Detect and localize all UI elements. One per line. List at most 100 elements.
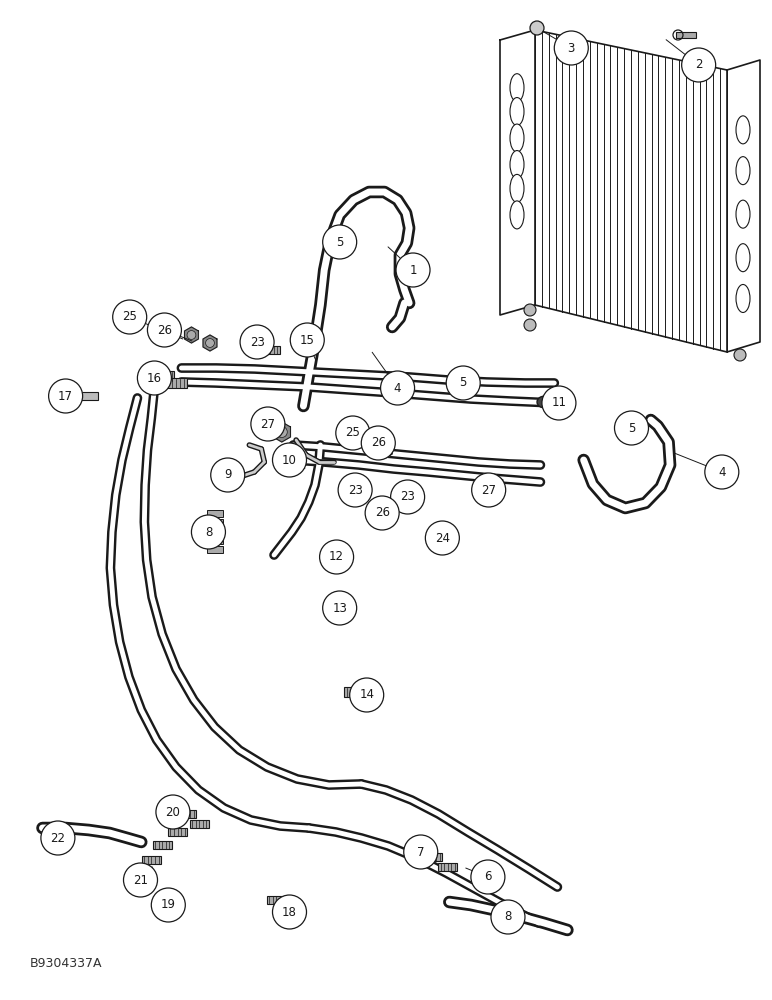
Circle shape — [682, 48, 716, 82]
FancyBboxPatch shape — [327, 553, 346, 561]
Circle shape — [524, 319, 536, 331]
Polygon shape — [381, 511, 394, 525]
Polygon shape — [273, 422, 290, 442]
Circle shape — [530, 21, 544, 35]
FancyBboxPatch shape — [178, 810, 196, 818]
Text: 26: 26 — [371, 436, 386, 450]
Circle shape — [205, 339, 215, 347]
Circle shape — [524, 304, 536, 316]
Circle shape — [41, 821, 75, 855]
Ellipse shape — [736, 244, 750, 272]
FancyBboxPatch shape — [207, 528, 222, 535]
FancyBboxPatch shape — [207, 519, 222, 526]
Text: 16: 16 — [147, 371, 162, 384]
Circle shape — [361, 426, 395, 460]
Circle shape — [323, 225, 357, 259]
Text: 5: 5 — [336, 235, 344, 248]
Polygon shape — [378, 442, 392, 458]
Text: 23: 23 — [249, 336, 265, 349]
FancyBboxPatch shape — [168, 828, 187, 836]
Circle shape — [276, 426, 287, 438]
Text: 5: 5 — [628, 422, 635, 434]
Text: 3: 3 — [567, 41, 575, 54]
Text: 10: 10 — [282, 454, 297, 466]
FancyBboxPatch shape — [347, 491, 366, 499]
Circle shape — [151, 888, 185, 922]
Circle shape — [273, 443, 306, 477]
Circle shape — [323, 591, 357, 625]
Polygon shape — [486, 475, 503, 495]
FancyBboxPatch shape — [438, 863, 457, 871]
Text: 19: 19 — [161, 898, 176, 912]
Ellipse shape — [452, 375, 474, 390]
Ellipse shape — [510, 98, 524, 126]
Text: 13: 13 — [332, 601, 347, 614]
Circle shape — [381, 371, 415, 405]
Text: 25: 25 — [345, 426, 361, 440]
Ellipse shape — [510, 74, 524, 102]
Polygon shape — [500, 30, 535, 315]
FancyBboxPatch shape — [153, 841, 171, 849]
Text: 2: 2 — [695, 58, 703, 72]
Text: 24: 24 — [435, 532, 450, 544]
Circle shape — [472, 473, 506, 507]
Circle shape — [49, 379, 83, 413]
FancyBboxPatch shape — [280, 904, 299, 912]
Circle shape — [147, 313, 181, 347]
FancyBboxPatch shape — [207, 510, 222, 517]
Text: 20: 20 — [165, 806, 181, 818]
Circle shape — [124, 863, 157, 897]
Text: 8: 8 — [504, 910, 512, 924]
Ellipse shape — [736, 157, 750, 185]
Ellipse shape — [510, 201, 524, 229]
Text: 14: 14 — [359, 688, 374, 702]
Text: 23: 23 — [400, 490, 415, 504]
Text: 11: 11 — [551, 396, 567, 410]
Circle shape — [320, 540, 354, 574]
FancyBboxPatch shape — [78, 392, 97, 400]
Text: 1: 1 — [409, 263, 417, 276]
Text: 21: 21 — [133, 874, 148, 886]
Polygon shape — [727, 60, 760, 352]
Circle shape — [425, 521, 459, 555]
FancyBboxPatch shape — [676, 32, 696, 38]
Ellipse shape — [329, 234, 350, 249]
Circle shape — [471, 860, 505, 894]
Circle shape — [191, 515, 225, 549]
Ellipse shape — [510, 151, 524, 179]
FancyBboxPatch shape — [423, 853, 442, 861]
Text: 8: 8 — [205, 526, 212, 538]
FancyBboxPatch shape — [384, 498, 403, 506]
FancyBboxPatch shape — [267, 896, 286, 904]
Ellipse shape — [736, 284, 750, 312]
Circle shape — [615, 411, 648, 445]
Polygon shape — [185, 327, 198, 343]
Text: 25: 25 — [122, 310, 137, 324]
Text: 18: 18 — [282, 906, 297, 918]
Polygon shape — [361, 432, 374, 448]
Circle shape — [363, 436, 372, 444]
FancyBboxPatch shape — [190, 820, 208, 828]
Circle shape — [705, 455, 739, 489]
Text: 23: 23 — [347, 484, 363, 496]
Text: 27: 27 — [481, 484, 496, 496]
FancyBboxPatch shape — [207, 546, 222, 553]
Text: 5: 5 — [459, 376, 467, 389]
Circle shape — [446, 366, 480, 400]
Text: 26: 26 — [374, 506, 390, 520]
FancyBboxPatch shape — [207, 537, 222, 544]
Circle shape — [391, 480, 425, 514]
Circle shape — [156, 795, 190, 829]
Ellipse shape — [736, 200, 750, 228]
Ellipse shape — [736, 116, 750, 144]
Circle shape — [384, 514, 391, 522]
FancyBboxPatch shape — [142, 856, 161, 864]
Ellipse shape — [510, 124, 524, 152]
Circle shape — [338, 473, 372, 507]
Text: 4: 4 — [718, 466, 726, 479]
Text: 27: 27 — [260, 418, 276, 430]
Ellipse shape — [621, 420, 642, 436]
Text: B9304337A: B9304337A — [30, 957, 103, 970]
Text: 6: 6 — [484, 870, 492, 884]
FancyBboxPatch shape — [261, 346, 279, 354]
